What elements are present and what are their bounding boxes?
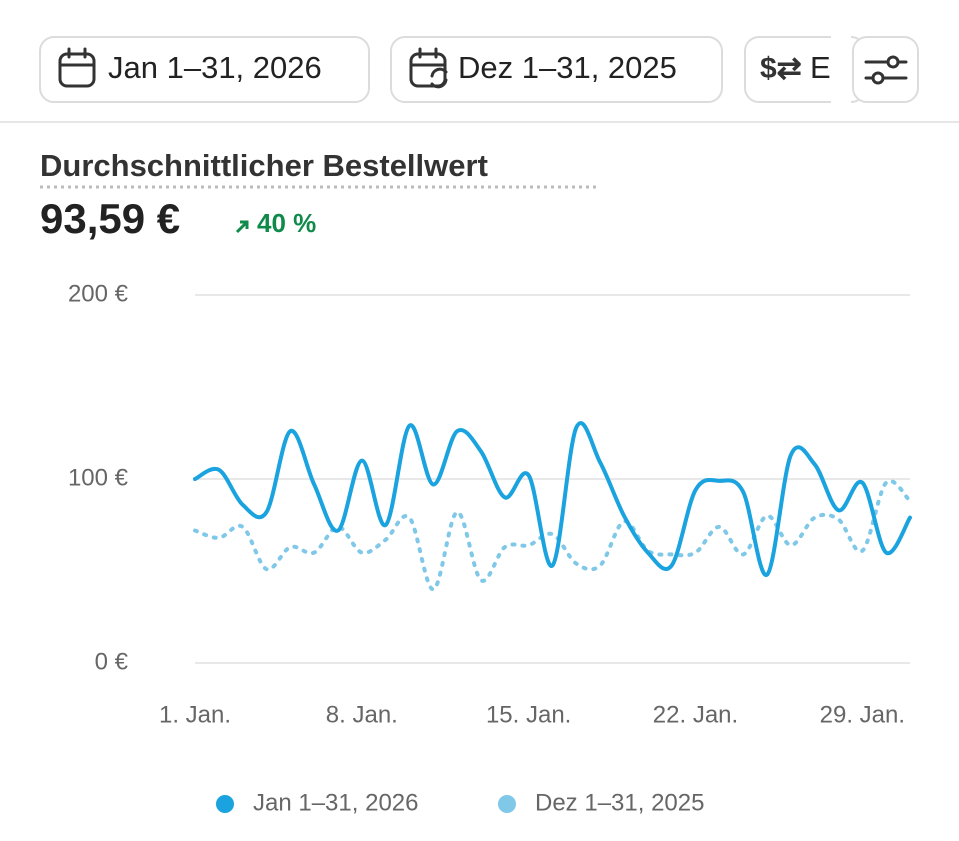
y-tick-label: 200 € bbox=[68, 280, 129, 307]
line-series bbox=[193, 421, 912, 577]
x-tick-label: 15. Jan. bbox=[486, 701, 571, 728]
button-label: Jan 1–31, 2026 bbox=[108, 50, 322, 85]
legend-label: Jan 1–31, 2026 bbox=[253, 789, 418, 816]
filter-button[interactable] bbox=[852, 36, 919, 103]
legend-dot bbox=[498, 795, 516, 813]
legend-label: Dez 1–31, 2025 bbox=[535, 789, 704, 816]
button-label: Dez 1–31, 2025 bbox=[458, 50, 677, 85]
metric-change: 40 % bbox=[257, 208, 316, 238]
trend-arrow bbox=[235, 220, 249, 234]
fade bbox=[831, 36, 851, 104]
x-tick-label: 8. Jan. bbox=[326, 701, 398, 728]
x-tick-label: 22. Jan. bbox=[653, 701, 738, 728]
date-button[interactable] bbox=[39, 36, 370, 103]
legend-dot bbox=[216, 795, 234, 813]
calendar-compare-icon bbox=[409, 47, 448, 89]
compare-button[interactable] bbox=[390, 36, 723, 103]
metric-value: 93,59 € bbox=[40, 195, 180, 242]
currency-icon: $⇄ bbox=[760, 52, 802, 85]
metric-title[interactable]: Durchschnittlicher Bestellwert bbox=[40, 148, 488, 183]
button-label: E bbox=[810, 50, 831, 85]
x-tick-label: 29. Jan. bbox=[820, 701, 905, 728]
filter-icon bbox=[864, 55, 908, 85]
calendar-icon bbox=[58, 47, 96, 88]
y-tick-label: 100 € bbox=[68, 464, 129, 491]
x-tick-label: 1. Jan. bbox=[159, 701, 231, 728]
line-series bbox=[193, 478, 912, 592]
y-tick-label: 0 € bbox=[95, 648, 129, 675]
